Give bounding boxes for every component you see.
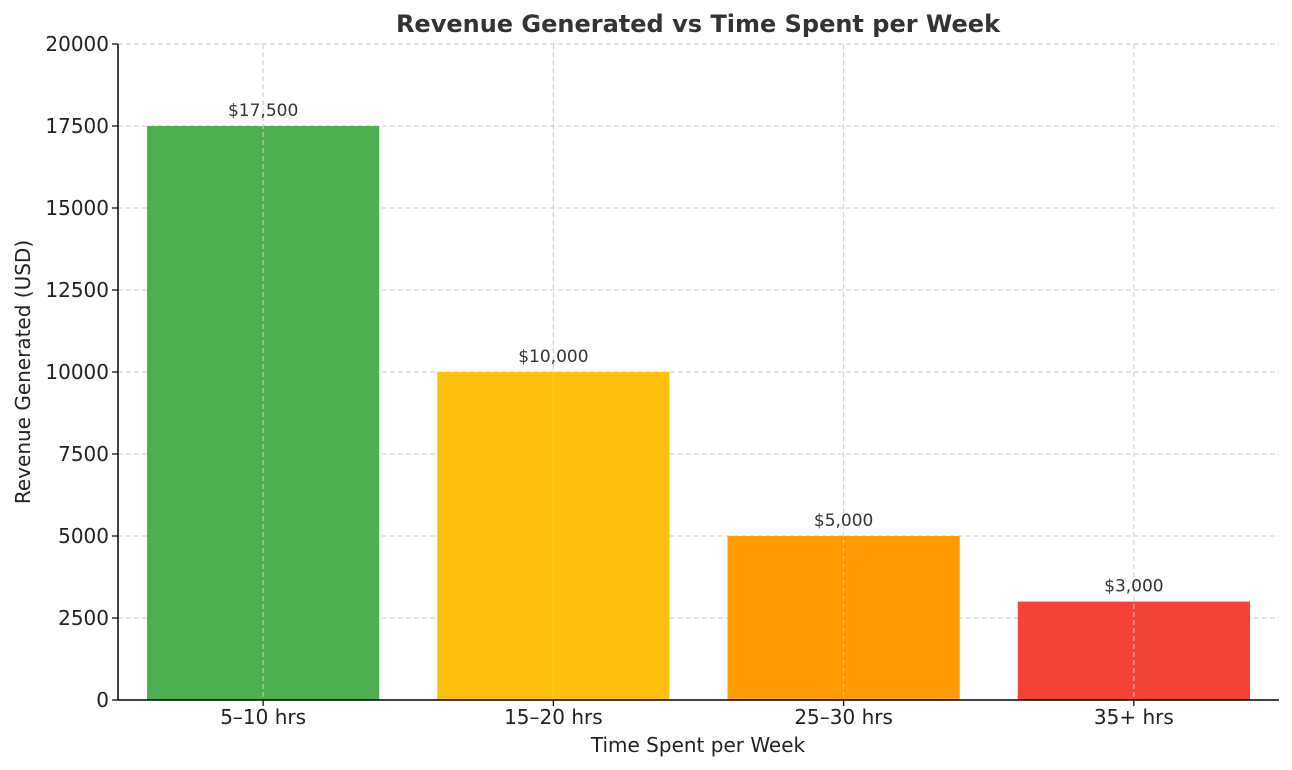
- y-tick-label: 12500: [45, 278, 109, 302]
- labels-layer: 0 2500 5000 7500 10000 12500 15000 17500 20000 $1…: [45, 32, 1173, 729]
- bar-value-label: $17,500: [228, 101, 298, 121]
- x-tick-label: 25–30 hrs: [794, 705, 893, 729]
- y-tick-label: 15000: [45, 196, 109, 220]
- x-tick-label: 5–10 hrs: [220, 705, 306, 729]
- x-axis-label: Time Spent per Week: [590, 733, 806, 757]
- axes-layer: [112, 43, 1279, 706]
- bar-value-label: $5,000: [814, 511, 873, 531]
- y-axis-label: Revenue Generated (USD): [11, 240, 35, 504]
- y-tick-label: 5000: [58, 524, 109, 548]
- x-tick-label: 35+ hrs: [1094, 705, 1174, 729]
- grid-over-layer: [262, 44, 1135, 700]
- bars-layer: [147, 126, 1250, 700]
- bar: [1017, 601, 1250, 700]
- y-tick-label: 20000: [45, 32, 109, 56]
- y-tick-label: 17500: [45, 114, 109, 138]
- y-tick-label: 10000: [45, 360, 109, 384]
- x-tick-label: 15–20 hrs: [504, 705, 603, 729]
- y-tick-label: 0: [96, 688, 109, 712]
- y-tick-label: 2500: [58, 606, 109, 630]
- bar-value-label: $3,000: [1104, 577, 1163, 597]
- chart-title: Revenue Generated vs Time Spent per Week: [396, 10, 1001, 38]
- bar-value-label: $10,000: [518, 347, 588, 367]
- y-tick-label: 7500: [58, 442, 109, 466]
